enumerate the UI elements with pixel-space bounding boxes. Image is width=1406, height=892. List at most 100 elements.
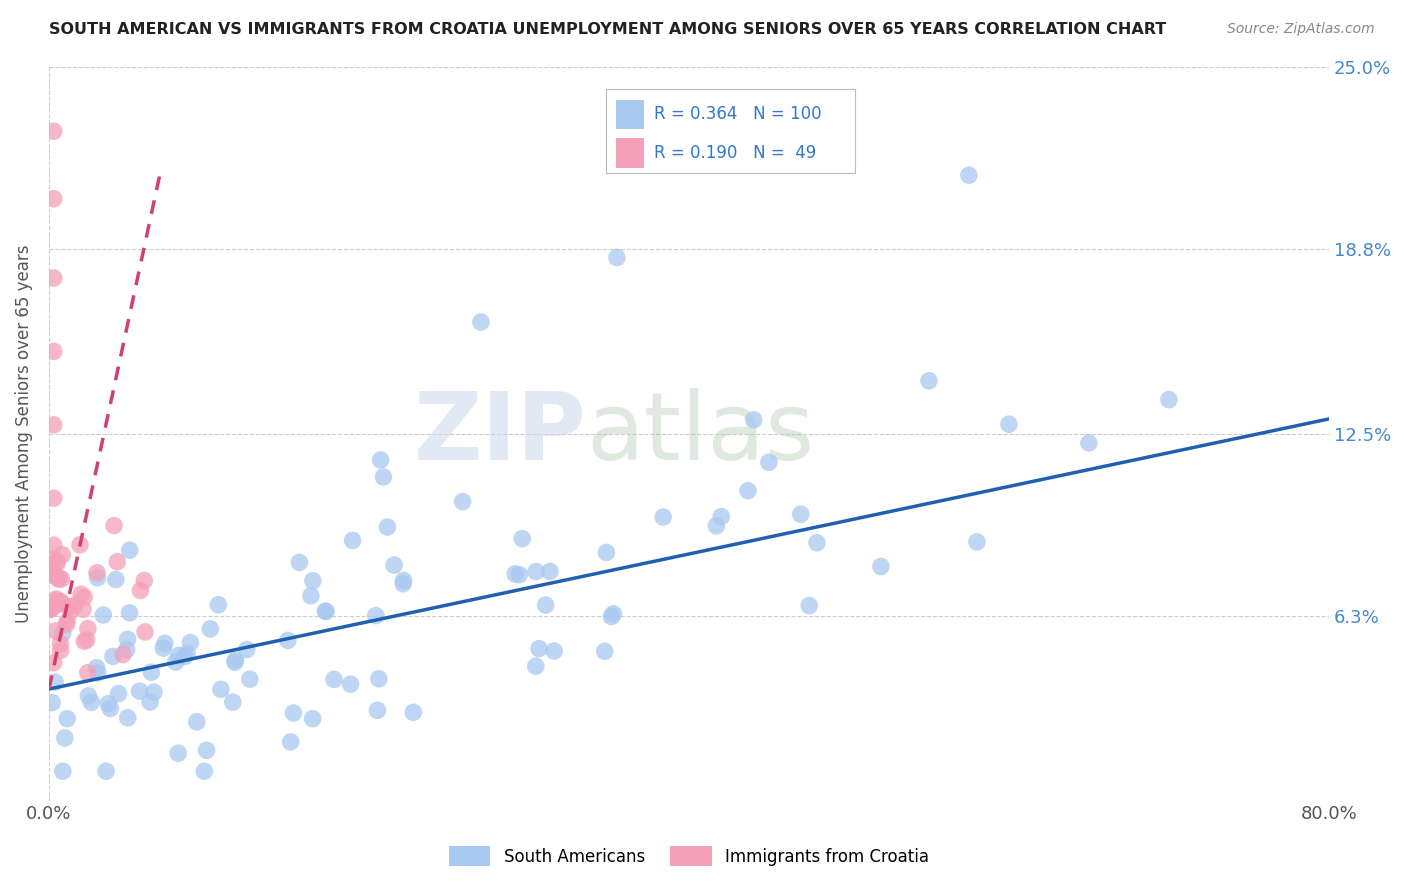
Point — [957, 168, 980, 182]
Point — [366, 703, 388, 717]
Point — [103, 518, 125, 533]
Point — [224, 653, 246, 667]
Point — [367, 672, 389, 686]
Point — [70, 587, 93, 601]
Point — [46, 556, 69, 570]
Point — [51, 597, 73, 611]
Point — [46, 554, 69, 568]
Point — [72, 602, 94, 616]
Point — [758, 455, 780, 469]
Point — [142, 685, 165, 699]
Point — [52, 764, 75, 779]
Point — [508, 567, 530, 582]
Point — [42, 124, 65, 138]
Point — [112, 648, 135, 662]
Point — [277, 633, 299, 648]
Point — [470, 315, 492, 329]
Point — [710, 509, 733, 524]
Point — [742, 413, 765, 427]
Point — [134, 574, 156, 588]
Point — [86, 665, 108, 680]
Point — [652, 510, 675, 524]
Point — [288, 555, 311, 569]
Point — [323, 673, 346, 687]
Point — [222, 695, 245, 709]
Point — [527, 641, 550, 656]
Point — [104, 573, 127, 587]
Point — [1157, 392, 1180, 407]
Point — [141, 665, 163, 680]
Point — [998, 417, 1021, 432]
Point — [339, 677, 361, 691]
Point — [451, 494, 474, 508]
Point — [76, 632, 98, 647]
Point — [595, 545, 617, 559]
Point — [510, 532, 533, 546]
Point — [538, 565, 561, 579]
Point — [80, 695, 103, 709]
Point — [373, 470, 395, 484]
Point — [301, 574, 323, 588]
Point — [59, 604, 82, 618]
Point — [236, 642, 259, 657]
Point — [167, 746, 190, 760]
Point — [118, 543, 141, 558]
Point — [165, 655, 187, 669]
Point — [41, 601, 63, 615]
Point — [315, 604, 337, 618]
Y-axis label: Unemployment Among Seniors over 65 years: Unemployment Among Seniors over 65 years — [15, 244, 32, 623]
Point — [77, 622, 100, 636]
Point — [56, 712, 79, 726]
Point — [918, 374, 941, 388]
Point — [73, 590, 96, 604]
Point — [173, 649, 195, 664]
Point — [41, 552, 63, 566]
Point — [1077, 436, 1099, 450]
Text: atlas: atlas — [586, 388, 815, 480]
Point — [152, 641, 174, 656]
Point — [86, 661, 108, 675]
Point — [534, 598, 557, 612]
Point — [370, 453, 392, 467]
Point — [46, 597, 69, 611]
Point — [195, 743, 218, 757]
Point — [77, 689, 100, 703]
Point — [97, 697, 120, 711]
Point — [94, 764, 117, 779]
Point — [966, 535, 988, 549]
Point — [49, 594, 72, 608]
Point — [38, 602, 60, 616]
Point — [392, 574, 415, 588]
Point — [105, 555, 128, 569]
Point — [402, 706, 425, 720]
Point — [55, 617, 77, 632]
Point — [91, 607, 114, 622]
Text: R = 0.190   N =  49: R = 0.190 N = 49 — [654, 144, 817, 161]
Point — [49, 643, 72, 657]
Point — [737, 483, 759, 498]
Point — [224, 655, 246, 669]
Point — [704, 518, 727, 533]
Point — [200, 622, 222, 636]
Point — [69, 538, 91, 552]
Point — [134, 624, 156, 639]
Point — [377, 520, 399, 534]
Point — [193, 764, 215, 779]
Point — [48, 571, 70, 585]
Point — [118, 606, 141, 620]
Point — [301, 712, 323, 726]
Point — [42, 192, 65, 206]
Point — [117, 632, 139, 647]
Point — [129, 583, 152, 598]
Point — [186, 714, 208, 729]
Point — [101, 649, 124, 664]
Point — [806, 536, 828, 550]
Point — [63, 599, 86, 613]
Point — [283, 706, 305, 720]
Point — [128, 684, 150, 698]
Point — [524, 659, 547, 673]
Point — [239, 672, 262, 686]
Point — [86, 566, 108, 580]
Point — [115, 642, 138, 657]
Text: R = 0.364   N = 100: R = 0.364 N = 100 — [654, 105, 823, 123]
